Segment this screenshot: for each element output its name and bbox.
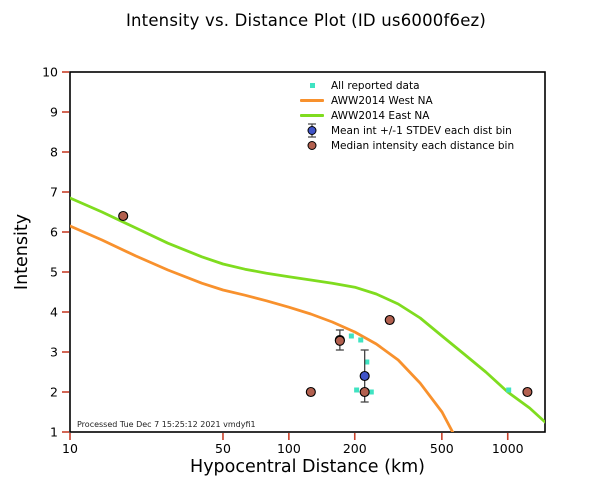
svg-text:10: 10 bbox=[42, 65, 58, 80]
svg-text:7: 7 bbox=[50, 185, 58, 200]
legend-label-median-intensity: Median intensity each distance bin bbox=[331, 139, 515, 152]
svg-text:6: 6 bbox=[50, 225, 58, 240]
legend-item-mean-intensity: Mean int +/-1 STDEV each dist bin bbox=[299, 123, 514, 138]
legend-item-aww2014-west-na: AWW2014 West NA bbox=[299, 93, 514, 108]
legend-item-aww2014-east-na: AWW2014 East NA bbox=[299, 108, 514, 123]
legend-label-all-reported-data: All reported data bbox=[331, 79, 420, 92]
legend-item-median-intensity: Median intensity each distance bin bbox=[299, 138, 514, 153]
square-marker-icon bbox=[299, 83, 325, 88]
page-title: Intensity vs. Distance Plot (ID us6000f6… bbox=[125, 11, 487, 30]
svg-text:10: 10 bbox=[62, 441, 78, 456]
svg-text:1: 1 bbox=[50, 425, 58, 440]
all-reported-data-marker-icon bbox=[309, 83, 315, 88]
aww2014-west-na-line-icon bbox=[300, 99, 324, 102]
svg-text:1000: 1000 bbox=[492, 441, 524, 456]
line-marker-icon bbox=[299, 114, 325, 117]
aww2014-east-na-line-icon bbox=[300, 114, 324, 117]
y-axis-label: Intensity bbox=[12, 213, 32, 291]
svg-text:500: 500 bbox=[430, 441, 454, 456]
svg-text:200: 200 bbox=[343, 441, 367, 456]
svg-text:9: 9 bbox=[50, 105, 58, 120]
mean-errorbar-marker-icon bbox=[307, 123, 317, 138]
svg-text:8: 8 bbox=[50, 145, 58, 160]
x-axis-label: Hypocentral Distance (km) bbox=[190, 457, 425, 477]
errorbar-circle-marker-icon bbox=[299, 123, 325, 138]
legend-item-all-reported-data: All reported data bbox=[299, 78, 514, 93]
line-marker-icon bbox=[299, 99, 325, 102]
circle-marker-icon bbox=[299, 138, 325, 153]
svg-text:3: 3 bbox=[50, 345, 58, 360]
svg-text:50: 50 bbox=[215, 441, 231, 456]
median-marker-icon bbox=[307, 141, 317, 150]
legend-label-mean-intensity: Mean int +/-1 STDEV each dist bin bbox=[331, 124, 512, 137]
legend-label-aww2014-west-na: AWW2014 West NA bbox=[331, 94, 433, 107]
svg-text:2: 2 bbox=[50, 385, 58, 400]
svg-text:4: 4 bbox=[50, 305, 58, 320]
svg-text:100: 100 bbox=[277, 441, 301, 456]
legend-label-aww2014-east-na: AWW2014 East NA bbox=[331, 109, 430, 122]
svg-text:5: 5 bbox=[50, 265, 58, 280]
legend: All reported data AWW2014 West NA AWW201… bbox=[299, 78, 514, 153]
processing-footnote: Processed Tue Dec 7 15:25:12 2021 vmdyfi… bbox=[77, 420, 256, 429]
